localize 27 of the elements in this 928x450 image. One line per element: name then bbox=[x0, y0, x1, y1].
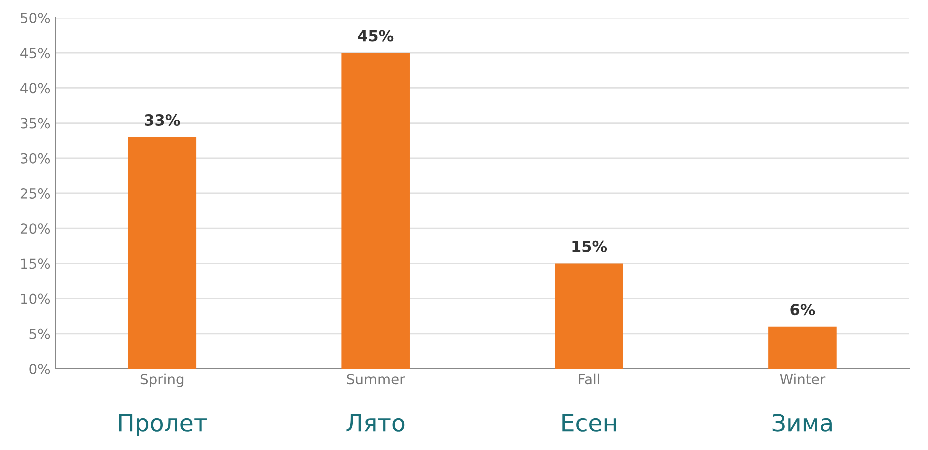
data-label: 15% bbox=[572, 240, 608, 252]
y-tick-label: 0% bbox=[30, 364, 50, 374]
y-tick-label: 15% bbox=[21, 258, 50, 270]
data-label: 45% bbox=[358, 30, 394, 42]
text: Пролет bbox=[119, 414, 207, 436]
y-tick-label: 35% bbox=[21, 118, 50, 129]
bar bbox=[555, 264, 624, 369]
y-tick-label: 30% bbox=[21, 153, 50, 164]
y-tick-label: 20% bbox=[20, 224, 50, 234]
y-tick-label: 50% bbox=[21, 12, 50, 24]
x-tick-label: Summer bbox=[347, 374, 406, 385]
y-tick-label: 10% bbox=[21, 294, 50, 304]
x-tick-label: Fall bbox=[579, 374, 600, 385]
bar bbox=[342, 53, 410, 369]
text: Зима bbox=[772, 414, 832, 432]
x-tick-label: Winter bbox=[780, 374, 826, 385]
y-tick-label: 25% bbox=[20, 188, 50, 199]
y-tick-label: 40% bbox=[20, 83, 50, 94]
bar bbox=[768, 326, 837, 369]
text: Есен bbox=[562, 414, 616, 432]
y-tick-label: 45% bbox=[20, 48, 50, 59]
bar bbox=[128, 137, 197, 369]
y-tick-label: 5% bbox=[30, 328, 50, 340]
x-tick-label: Spring bbox=[140, 374, 184, 388]
data-label: 6% bbox=[790, 304, 816, 316]
text: Лято bbox=[346, 414, 405, 432]
data-label: 33% bbox=[145, 114, 180, 126]
